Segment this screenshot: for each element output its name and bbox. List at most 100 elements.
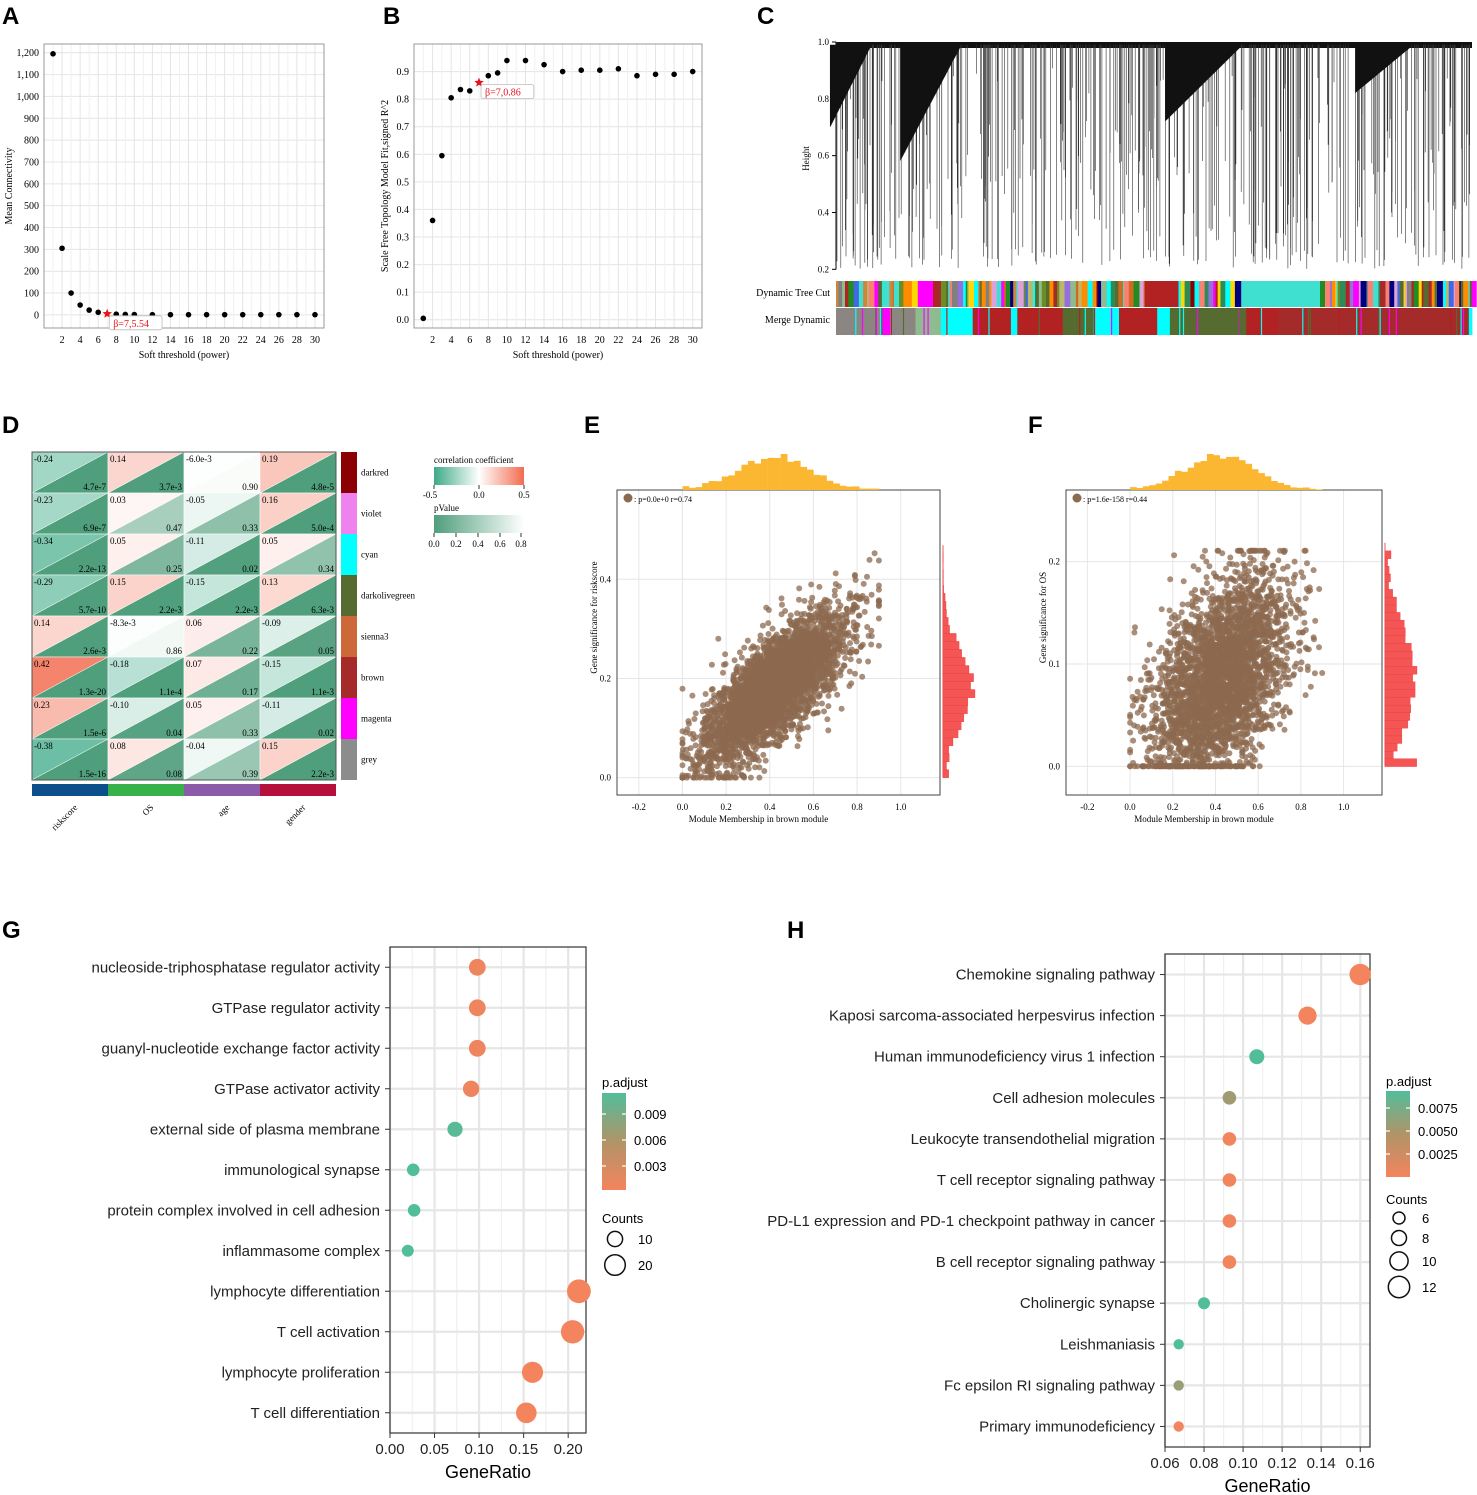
y-axis-label: Mean Connectivity [4, 148, 15, 225]
scatter-point [834, 660, 841, 667]
tree-cut-segment [892, 281, 895, 307]
histogram-right-bar [942, 593, 946, 602]
tree-cut-segment [911, 281, 919, 307]
scatter-point [834, 691, 841, 698]
scatter-point [713, 754, 720, 761]
scatter-point [843, 606, 850, 612]
histogram-top-bar [774, 458, 781, 490]
highlight-star [102, 308, 112, 318]
scatter-point [1203, 558, 1210, 565]
merge-segment [972, 308, 1012, 335]
histogram-right-bar [942, 665, 970, 674]
scatter-point [773, 659, 780, 666]
merge-stripe [1147, 308, 1150, 335]
scatter-point [741, 717, 748, 724]
scatter-point [847, 656, 854, 663]
merge-stripe [881, 308, 883, 335]
scatter-point [787, 612, 794, 619]
tree-cut-segment [1190, 281, 1195, 307]
scatter-point [698, 773, 705, 780]
scatter-point [706, 713, 713, 720]
y-axis-label: Scale Free Topology Model Fit,signed R^2 [380, 100, 391, 272]
histogram-top-bar [747, 460, 755, 490]
scatter-point [722, 704, 729, 711]
tree-cut-segment [1046, 281, 1050, 307]
tree-cut-segment [1373, 281, 1379, 307]
panel-label-h: H [787, 917, 804, 944]
scatter-point [848, 680, 855, 687]
merge-stripe [1395, 308, 1397, 335]
y-tick-label: 0.0 [397, 315, 410, 326]
histogram-right-bar [942, 681, 971, 690]
scatter-point [700, 702, 707, 709]
tree-cut-segment [1081, 281, 1088, 307]
merge-dynamic-bar [836, 308, 1473, 335]
scatter-points [1127, 547, 1326, 770]
scatter-point [863, 595, 870, 602]
scatter-point [809, 659, 816, 666]
row-color-bar [341, 534, 357, 575]
row-label: violet [361, 509, 382, 519]
y-tick-label: 0.3 [397, 233, 410, 244]
histogram-top-bar [787, 461, 794, 490]
scatter-point [1127, 746, 1134, 753]
histogram-top-bar [859, 488, 867, 490]
scatter-point [783, 689, 790, 696]
scatter-point [775, 642, 782, 649]
scatter-point [1227, 554, 1234, 561]
heatmap-p-label: 1.1e-4 [159, 687, 182, 697]
histogram-top-bar [702, 483, 709, 490]
panel-label-d: D [2, 412, 19, 439]
row-label: brown [361, 673, 384, 683]
scatter-point [780, 653, 787, 660]
scatter-point [802, 714, 809, 721]
data-point [578, 67, 585, 73]
data-point [420, 315, 427, 322]
scatter-point [801, 620, 807, 627]
y-tick-label: 100 [24, 289, 39, 300]
scatter-point [786, 617, 793, 624]
panel-label-g: G [2, 917, 21, 944]
tree-cut-segment [1225, 281, 1231, 307]
heatmap-p-label: 0.22 [242, 646, 258, 656]
x-tick-label: 8 [486, 335, 491, 346]
tree-cut-segment [1139, 281, 1144, 307]
scatter-point [1127, 729, 1134, 736]
scatter-point [738, 771, 745, 778]
scatter-point [852, 670, 858, 677]
scatter-point [796, 596, 802, 603]
scatter-point [711, 700, 717, 707]
heatmap-cor-label: -0.18 [110, 659, 129, 669]
scatter-point [775, 730, 782, 737]
scatter-point [810, 698, 817, 705]
scatter-point [868, 641, 875, 648]
y-tick-label: 700 [24, 157, 39, 168]
merge-stripe [1179, 308, 1181, 335]
scatter-point [773, 707, 780, 714]
heatmap-p-label: 0.02 [318, 728, 334, 738]
tree-cut-segment [1013, 281, 1017, 307]
scatter-point [796, 713, 802, 720]
scatter-point [757, 637, 764, 644]
scatter-point [760, 644, 767, 651]
histogram-top-bar [761, 458, 768, 490]
scatter-point [834, 652, 841, 659]
tree-cut-segment [863, 281, 868, 307]
scatter-point [692, 742, 699, 749]
scatter-point [851, 573, 858, 579]
legend-p-title: pValue [434, 503, 459, 513]
x-tick-label: 26 [651, 335, 661, 346]
scatter-point [875, 599, 882, 606]
merge-stripe [1302, 308, 1304, 335]
scatter-point [742, 705, 749, 712]
scatter-point [787, 638, 794, 645]
scatter-point [833, 612, 840, 619]
heatmap-cor-label: -0.04 [186, 741, 205, 751]
scatter-point [826, 659, 833, 666]
tree-cut-segment [989, 281, 992, 307]
chart-d-module-trait-heatmap: -0.244.7e-70.143.7e-3-6.0e-30.900.194.8e… [31, 451, 530, 832]
scatter-point [847, 640, 853, 647]
histogram-top-bar [682, 486, 690, 490]
tree-cut-segment [1035, 281, 1040, 307]
scatter-point [728, 758, 735, 765]
